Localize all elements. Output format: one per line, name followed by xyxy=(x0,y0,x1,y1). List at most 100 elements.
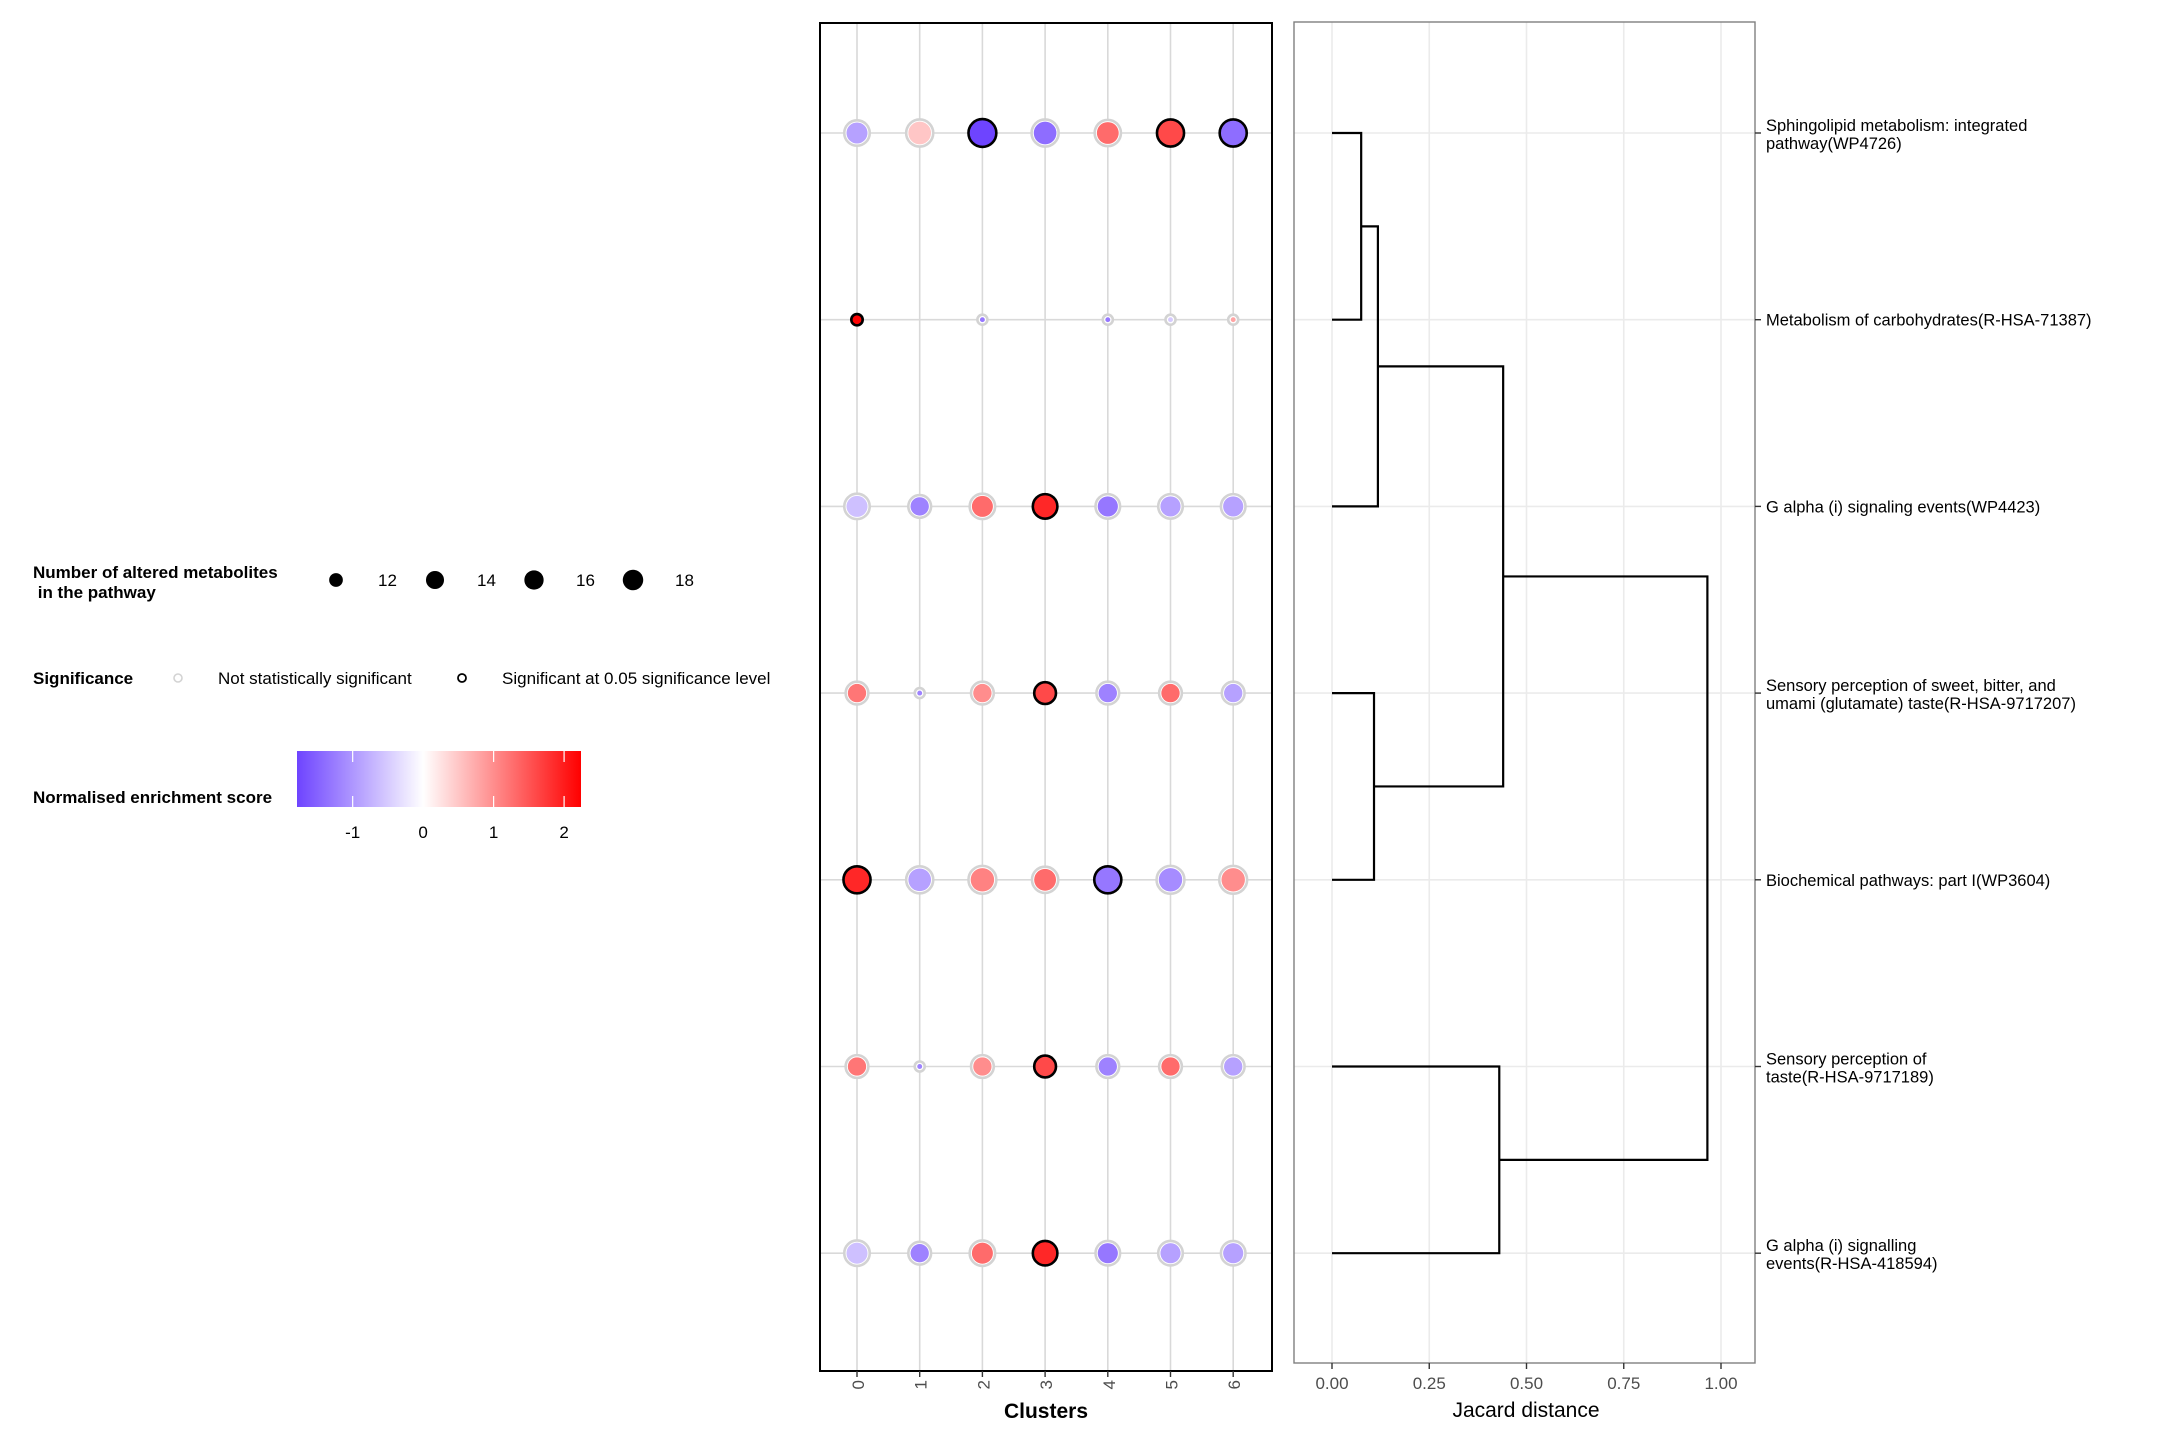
dot-point xyxy=(913,686,927,700)
dot-point-fill xyxy=(917,1064,923,1069)
dot-point xyxy=(1156,1239,1185,1267)
size-legend-dot xyxy=(524,570,544,590)
x-axis-title-jacard: Jacard distance xyxy=(1452,1399,1599,1422)
cluster-tick-label: 6 xyxy=(1225,1380,1244,1389)
significance-legend: Significance Not statistically significa… xyxy=(33,669,770,688)
dot-point-significant xyxy=(1032,680,1058,706)
dot-point-fill xyxy=(910,1244,929,1263)
colorbar-tick-label: -1 xyxy=(345,823,360,842)
dot-point-fill xyxy=(1096,122,1119,144)
dot-point-fill xyxy=(973,683,992,703)
dot-point xyxy=(1220,1053,1246,1080)
dot-point xyxy=(907,1240,933,1266)
dot-point-fill xyxy=(1230,317,1236,323)
dendro-x-tick-label: 0.00 xyxy=(1315,1374,1348,1393)
pathway-label: G alpha (i) signaling events(WP4423) xyxy=(1766,498,2040,516)
dot-point xyxy=(913,1060,927,1073)
size-legend-label: 18 xyxy=(675,571,694,590)
dot-point-fill xyxy=(1097,496,1118,517)
dot-point-fill xyxy=(847,683,867,703)
dot-point xyxy=(1030,118,1060,148)
dendro-x-tick-label: 1.00 xyxy=(1704,1374,1737,1393)
dendrogram-branch xyxy=(1332,225,1379,508)
dot-point xyxy=(1095,1053,1121,1080)
dot-point-fill xyxy=(908,121,932,145)
dot-point xyxy=(850,312,864,327)
dot-point xyxy=(968,492,997,521)
dendrogram-branch xyxy=(1499,575,1709,1161)
pathway-label: Biochemical pathways: part I(WP3604) xyxy=(1766,872,2050,890)
dot-point-fill xyxy=(908,868,932,892)
significant-key-icon xyxy=(457,673,467,683)
cluster-tick-label: 5 xyxy=(1163,1380,1182,1389)
cluster-tick-label: 2 xyxy=(974,1380,993,1389)
size-legend-dot xyxy=(425,570,445,590)
dot-plot-border xyxy=(819,22,1273,1372)
pathway-label: Sensory perception of sweet, bitter, and… xyxy=(1766,677,2076,713)
dot-point-significant xyxy=(967,117,998,149)
dot-point xyxy=(969,1053,996,1080)
dot-point xyxy=(1155,118,1186,148)
color-legend-title: Normalised enrichment score xyxy=(33,788,272,807)
dot-point-fill xyxy=(971,1242,993,1264)
dot-point-fill xyxy=(1105,317,1111,323)
dendro-x-tick-label: 0.75 xyxy=(1607,1374,1640,1393)
size-legend-label: 12 xyxy=(378,571,397,590)
dot-point xyxy=(967,117,998,149)
dot-point-fill xyxy=(917,690,923,696)
dot-point xyxy=(1155,864,1186,896)
legend: Number of altered metabolites in the pat… xyxy=(33,563,770,842)
dot-point-fill xyxy=(1160,496,1181,517)
dot-plot-panel: 0 1 2 3 4 5 6 Clusters xyxy=(819,22,1273,1423)
dot-point xyxy=(1031,492,1059,520)
colorbar-tick-label: 1 xyxy=(489,823,498,842)
dot-point-fill xyxy=(846,495,868,517)
dot-point xyxy=(1164,313,1177,327)
dot-point xyxy=(1220,680,1246,706)
colorbar-tick-label: 0 xyxy=(418,823,427,842)
dot-point-significant xyxy=(1031,492,1059,520)
dot-point-significant xyxy=(1031,1239,1059,1267)
not-significant-label: Not statistically significant xyxy=(218,669,412,688)
significant-label: Significant at 0.05 significance level xyxy=(502,669,770,688)
dot-point-fill xyxy=(979,317,985,323)
dot-point-significant xyxy=(1218,118,1249,148)
dot-point xyxy=(1093,118,1123,148)
dot-point xyxy=(1157,1053,1184,1080)
dot-point-significant xyxy=(842,864,872,895)
colorbar-tick-label: 2 xyxy=(559,823,568,842)
dot-point xyxy=(844,1053,870,1080)
dot-point-fill xyxy=(1224,1057,1243,1076)
size-legend-dot xyxy=(622,569,644,591)
dot-point-fill xyxy=(1224,683,1243,703)
dot-point xyxy=(967,864,998,896)
dot-point-fill xyxy=(1034,868,1057,891)
dot-point-fill xyxy=(910,497,929,516)
dot-point-fill xyxy=(1158,868,1183,892)
dot-point-significant xyxy=(1032,1054,1058,1079)
dot-point xyxy=(976,313,989,327)
cluster-tick-label: 3 xyxy=(1037,1380,1056,1389)
dot-point xyxy=(842,492,872,521)
size-legend-title: Number of altered metabolites xyxy=(33,563,278,582)
dot-point xyxy=(1219,492,1247,520)
dot-point xyxy=(1101,313,1115,327)
dot-point-fill xyxy=(1033,121,1057,145)
pathway-label: Metabolism of carbohydrates(R-HSA-71387) xyxy=(1766,312,2092,330)
color-legend: Normalised enrichment score -1 0 1 2 xyxy=(33,751,581,842)
dot-point-fill xyxy=(1223,1243,1244,1264)
dot-point-fill xyxy=(846,1242,868,1264)
dot-point-fill xyxy=(846,122,868,144)
dot-point-fill xyxy=(1223,496,1244,517)
dot-point xyxy=(1092,864,1123,895)
dot-point-fill xyxy=(971,495,993,517)
dendrogram-panel: 0.00 0.25 0.50 0.75 1.00 Jacard distance Sph… xyxy=(1293,21,2092,1422)
dot-point-fill xyxy=(1160,1243,1181,1264)
dot-point xyxy=(1032,680,1058,706)
size-legend-dot xyxy=(329,573,343,587)
dot-point xyxy=(1032,1054,1058,1079)
dot-point xyxy=(1094,1239,1122,1267)
dendrogram-branch xyxy=(1332,692,1376,881)
dot-point-significant xyxy=(850,312,864,327)
